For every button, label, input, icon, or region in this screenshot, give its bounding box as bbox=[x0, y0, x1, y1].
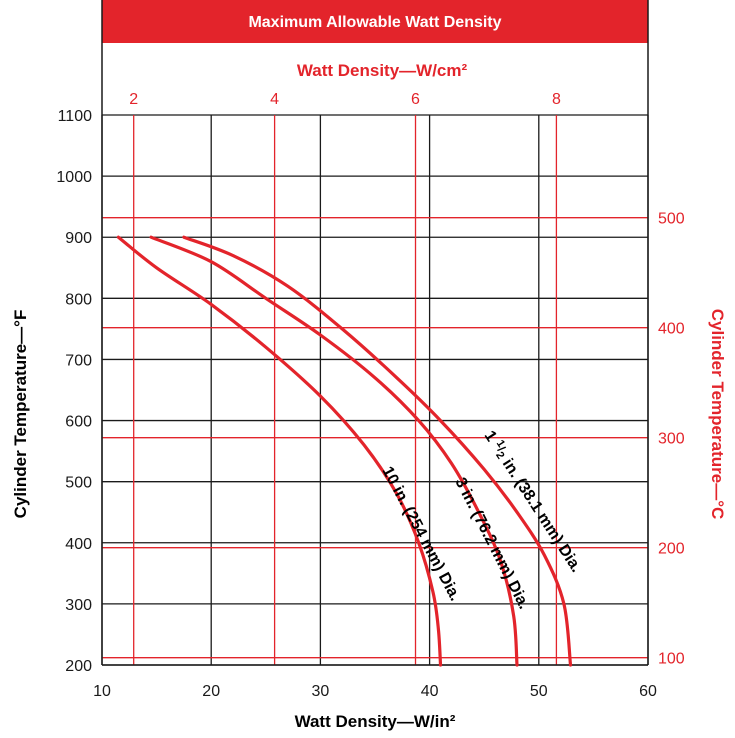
y-tick-label: 700 bbox=[65, 352, 92, 369]
curve-10-in bbox=[116, 235, 443, 667]
x-tick-label: 10 bbox=[93, 683, 111, 700]
secondary-y-tick-label: 200 bbox=[658, 541, 685, 558]
y-tick-label: 900 bbox=[65, 230, 92, 247]
y-tick-label: 1000 bbox=[56, 169, 92, 186]
secondary-y-axis-title: Cylinder Temperature—°C bbox=[708, 309, 727, 520]
secondary-x-tick-label: 6 bbox=[411, 91, 420, 108]
curves bbox=[116, 235, 573, 667]
primary-grid bbox=[101, 114, 649, 666]
secondary-x-tick-label: 2 bbox=[129, 91, 138, 108]
x-tick-label: 30 bbox=[312, 683, 330, 700]
curve-label-10-in: 10 in. (254 mm) Dia. bbox=[378, 464, 463, 604]
secondary-y-tick-label: 400 bbox=[658, 321, 685, 338]
secondary-y-tick-label: 100 bbox=[658, 651, 685, 668]
curve-label-part: 2 bbox=[493, 450, 506, 462]
y-tick-label: 300 bbox=[65, 597, 92, 614]
y-axis-title: Cylinder Temperature—°F bbox=[11, 310, 30, 519]
y-tick-label: 200 bbox=[65, 658, 92, 675]
curve-3-in bbox=[149, 235, 519, 667]
secondary-y-tick-label: 300 bbox=[658, 431, 685, 448]
secondary-y-tick-label: 500 bbox=[658, 211, 685, 228]
curve-1-5-in bbox=[182, 235, 573, 667]
y-tick-label: 400 bbox=[65, 536, 92, 553]
x-tick-label: 40 bbox=[421, 683, 439, 700]
y-tick-label: 600 bbox=[65, 414, 92, 431]
curve-label-part: in. (38.1 mm) Dia. bbox=[496, 452, 584, 575]
y-tick-label: 500 bbox=[65, 475, 92, 492]
secondary-x-tick-label: 8 bbox=[552, 91, 561, 108]
title-banner bbox=[102, 0, 648, 43]
curve-label-part: / bbox=[495, 444, 509, 455]
plot-frame bbox=[101, 0, 649, 666]
x-tick-label: 60 bbox=[639, 683, 657, 700]
x-tick-label: 20 bbox=[202, 683, 220, 700]
secondary-x-tick-label: 4 bbox=[270, 91, 279, 108]
secondary-grid bbox=[102, 115, 648, 665]
secondary-x-axis-title: Watt Density—W/cm² bbox=[297, 61, 468, 80]
x-tick-label: 50 bbox=[530, 683, 548, 700]
y-tick-label: 800 bbox=[65, 291, 92, 308]
curve-labels: 10 in. (254 mm) Dia.3 in. (76.2 mm) Dia.… bbox=[378, 428, 584, 612]
y-tick-label: 1100 bbox=[58, 108, 93, 125]
x-axis-title: Watt Density—W/in² bbox=[295, 712, 456, 731]
chart-title: Maximum Allowable Watt Density bbox=[248, 14, 501, 31]
tick-labels: 10 20 30 40 50 60 200 300 400 500 600 700 800 900 1000… bbox=[56, 91, 684, 700]
curve-label-part: 1 bbox=[494, 438, 507, 450]
